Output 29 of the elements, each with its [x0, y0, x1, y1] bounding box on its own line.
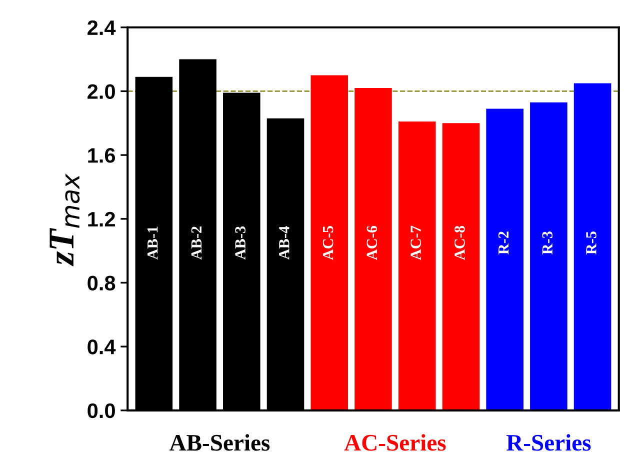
x-tick-label: AC-7 — [410, 226, 421, 260]
bar — [442, 123, 480, 410]
bar — [354, 88, 392, 410]
bar — [310, 75, 348, 410]
y-tick-label: 2.4 — [88, 20, 116, 35]
bar — [398, 122, 436, 410]
bar — [530, 102, 568, 410]
series-label: R-Series — [506, 434, 591, 451]
x-tick-label: AB-4 — [279, 226, 290, 260]
bar — [486, 108, 524, 410]
x-tick-label: AB-3 — [235, 226, 246, 260]
x-tick-label: R-2 — [498, 232, 508, 254]
x-tick-label: AC-6 — [366, 226, 378, 260]
bar — [574, 83, 612, 410]
series-label: AB-Series — [169, 434, 270, 451]
x-tick-label: R-3 — [542, 231, 553, 254]
x-tick-label: AB-2 — [191, 226, 202, 260]
x-tick-label: R-5 — [586, 232, 596, 254]
series-label: AC-Series — [344, 434, 446, 451]
y-tick-label: 0.8 — [88, 276, 116, 290]
y-axis-title: zT$_{max}$ — [50, 174, 80, 266]
y-tick-label: 1.6 — [88, 148, 116, 163]
x-tick-label: AB-1 — [148, 226, 158, 260]
y-tick-label: 0.0 — [88, 403, 115, 418]
y-tick-label: 0.4 — [88, 340, 116, 354]
y-tick-label: 1.2 — [88, 212, 115, 226]
x-tick-label: AC-8 — [454, 226, 465, 260]
y-tick-label: 2.0 — [88, 84, 115, 99]
x-tick-label: AC-5 — [322, 226, 334, 260]
